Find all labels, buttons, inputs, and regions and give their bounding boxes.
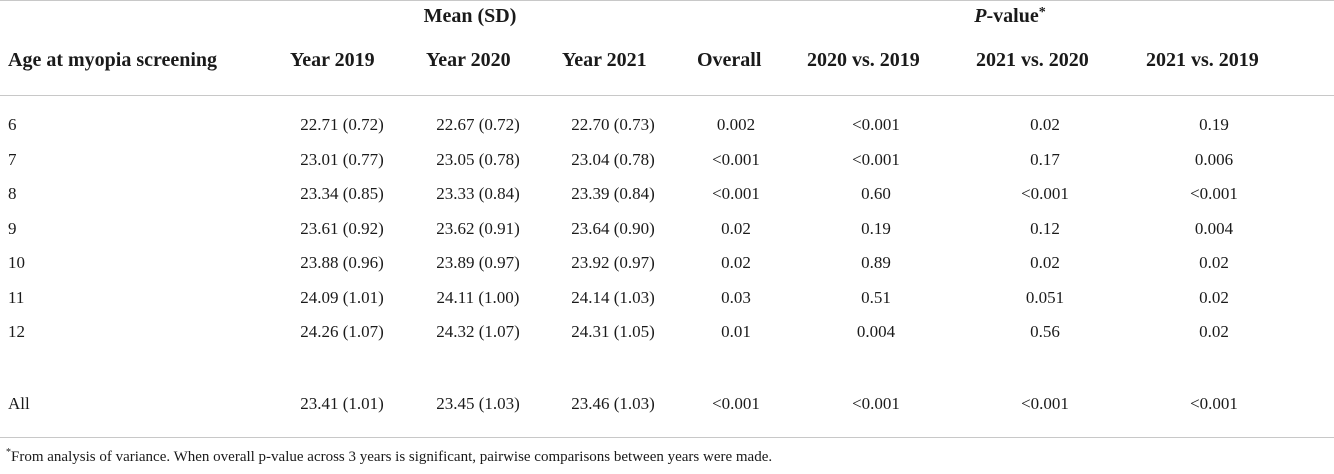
cell-overall: 0.02 (721, 219, 751, 238)
footnote-marker: * (6, 447, 11, 458)
cell-overall: <0.001 (712, 150, 760, 169)
cell-overall: 0.03 (721, 288, 751, 307)
cell-c2021v2020: 0.12 (1030, 219, 1060, 238)
cell-overall: <0.001 (712, 394, 760, 413)
row-age-label: 10 (8, 253, 25, 272)
cell-overall: 0.01 (721, 322, 751, 341)
table-top-rule (0, 0, 1334, 1)
cell-c2021v2019: 0.02 (1199, 253, 1229, 272)
cell-y2020: 23.05 (0.78) (436, 150, 520, 169)
cell-c2021v2019: 0.004 (1194, 219, 1234, 238)
cell-c2021v2019: 0.19 (1199, 115, 1229, 134)
col-header-year-2019: Year 2019 (290, 49, 375, 71)
cell-y2019: 23.34 (0.85) (300, 184, 384, 203)
row-age-label: All (8, 394, 30, 413)
cell-y2021: 23.64 (0.90) (571, 219, 655, 238)
cell-y2020: 23.33 (0.84) (436, 184, 520, 203)
cell-overall: 0.002 (716, 115, 756, 134)
cell-y2020: 23.45 (1.03) (436, 394, 520, 413)
cell-c2021v2019: 0.02 (1199, 322, 1229, 341)
cell-y2020: 23.89 (0.97) (436, 253, 520, 272)
cell-y2020: 24.32 (1.07) (436, 322, 520, 341)
cell-c2021v2020: 0.02 (1030, 253, 1060, 272)
col-header-age: Age at myopia screening (8, 49, 218, 71)
cell-c2020v2019: <0.001 (852, 115, 900, 134)
cell-c2020v2019: 0.19 (861, 219, 891, 238)
cell-c2020v2019: 0.89 (861, 253, 891, 272)
cell-y2019: 22.71 (0.72) (300, 115, 384, 134)
cell-c2021v2020: <0.001 (1021, 394, 1069, 413)
cell-c2020v2019: 0.60 (861, 184, 891, 203)
col-header-year-2020: Year 2020 (426, 49, 511, 71)
row-age-label: 6 (8, 115, 17, 134)
cell-c2021v2020: 0.02 (1030, 115, 1060, 134)
cell-y2021: 23.92 (0.97) (571, 253, 655, 272)
col-header-2021-vs-2019: 2021 vs. 2019 (1146, 49, 1259, 71)
cell-y2021: 24.31 (1.05) (571, 322, 655, 341)
cell-c2020v2019: <0.001 (852, 150, 900, 169)
col-header-2020-vs-2019: 2020 vs. 2019 (807, 49, 920, 71)
cell-y2019: 23.01 (0.77) (300, 150, 384, 169)
cell-c2021v2020: 0.051 (1025, 288, 1065, 307)
pvalue-footnote-marker: * (1038, 5, 1046, 20)
cell-c2021v2020: 0.17 (1030, 150, 1060, 169)
cell-y2021: 23.46 (1.03) (571, 394, 655, 413)
cell-c2020v2019: 0.51 (861, 288, 891, 307)
row-age-label: 9 (8, 219, 17, 238)
cell-c2021v2019: <0.001 (1190, 394, 1238, 413)
cell-y2021: 23.04 (0.78) (571, 150, 655, 169)
pvalue-suffix: -value (986, 5, 1039, 27)
cell-y2019: 23.61 (0.92) (300, 219, 384, 238)
row-age-label: 11 (8, 288, 25, 307)
row-age-label: 12 (8, 322, 25, 341)
cell-c2021v2020: <0.001 (1021, 184, 1069, 203)
cell-overall: 0.02 (721, 253, 751, 272)
col-header-2021-vs-2020: 2021 vs. 2020 (976, 49, 1089, 71)
row-age-label: 7 (8, 150, 17, 169)
table-header-rule (0, 95, 1334, 96)
cell-y2020: 22.67 (0.72) (436, 115, 520, 134)
cell-c2020v2019: 0.004 (856, 322, 896, 341)
cell-y2020: 23.62 (0.91) (436, 219, 520, 238)
cell-y2019: 24.09 (1.01) (300, 288, 384, 307)
cell-c2021v2019: 0.02 (1199, 288, 1229, 307)
row-age-label: 8 (8, 184, 17, 203)
cell-c2021v2019: 0.006 (1194, 150, 1234, 169)
cell-overall: <0.001 (712, 184, 760, 203)
group-header-mean: Mean (SD) (423, 5, 517, 27)
cell-y2021: 24.14 (1.03) (571, 288, 655, 307)
cell-y2019: 23.88 (0.96) (300, 253, 384, 272)
cell-y2021: 22.70 (0.73) (571, 115, 655, 134)
cell-y2019: 24.26 (1.07) (300, 322, 384, 341)
cell-y2020: 24.11 (1.00) (436, 288, 520, 307)
group-header-pvalue: P-value* (690, 5, 1330, 28)
cell-c2020v2019: <0.001 (852, 394, 900, 413)
pvalue-italic-p: P (974, 5, 987, 27)
cell-y2021: 23.39 (0.84) (571, 184, 655, 203)
col-header-year-2021: Year 2021 (562, 49, 647, 71)
footnote-text: From analysis of variance. When overall … (11, 449, 773, 465)
cell-c2021v2020: 0.56 (1030, 322, 1060, 341)
table-footnote: *From analysis of variance. When overall… (6, 447, 773, 466)
table-bottom-rule (0, 437, 1334, 438)
cell-y2019: 23.41 (1.01) (300, 394, 384, 413)
cell-c2021v2019: <0.001 (1190, 184, 1238, 203)
col-header-overall: Overall (697, 49, 762, 71)
